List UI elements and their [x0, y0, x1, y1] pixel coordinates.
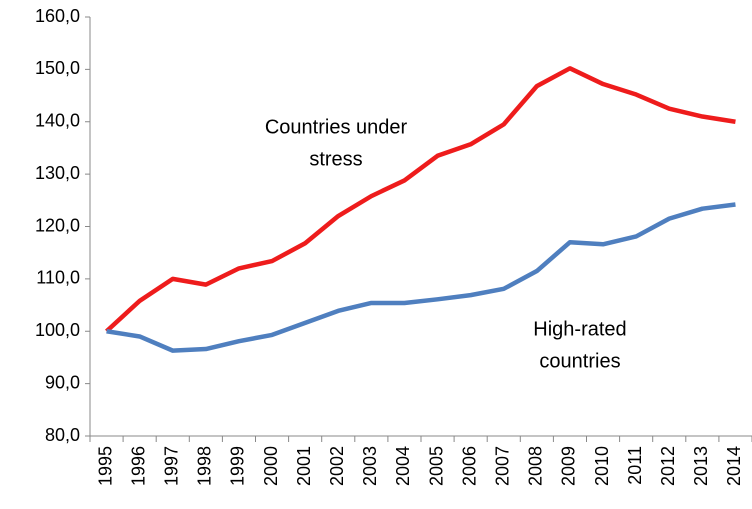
- y-tick-label: 150,0: [35, 58, 80, 78]
- x-tick-label: 2006: [459, 446, 479, 486]
- y-tick-label: 140,0: [35, 111, 80, 131]
- x-tick-label: 2014: [724, 446, 744, 486]
- x-tick-label: 2011: [625, 446, 645, 485]
- x-tick-label: 2001: [294, 446, 314, 486]
- x-tick-label: 2013: [691, 446, 711, 486]
- annotation: stress: [309, 148, 362, 170]
- y-tick-label: 160,0: [35, 6, 80, 26]
- annotation: Countries under: [265, 116, 408, 138]
- x-tick-label: 2010: [592, 446, 612, 486]
- x-tick-label: 2003: [360, 446, 380, 486]
- x-tick-label: 1998: [195, 446, 215, 486]
- y-tick-label: 90,0: [45, 372, 80, 392]
- x-tick-label: 2008: [526, 446, 546, 486]
- x-tick-label: 1996: [128, 446, 148, 486]
- series-line: [105, 66, 736, 333]
- x-tick-label: 2009: [559, 446, 579, 486]
- x-tick-label: 2007: [493, 446, 513, 486]
- y-tick-label: 110,0: [36, 268, 80, 288]
- x-tick-label: 2012: [658, 446, 678, 486]
- x-tick-label: 1999: [228, 446, 248, 486]
- x-tick-label: 2002: [327, 446, 347, 486]
- annotation: countries: [539, 350, 620, 372]
- x-tick-label: 2004: [393, 446, 413, 486]
- y-tick-label: 80,0: [45, 425, 80, 445]
- x-tick-label: 2000: [261, 446, 281, 486]
- y-tick-label: 130,0: [35, 163, 80, 183]
- x-tick-label: 1997: [162, 446, 182, 486]
- series-line: [106, 202, 736, 353]
- annotation: High-rated: [533, 318, 626, 340]
- y-tick-label: 120,0: [35, 215, 80, 235]
- y-tick-label: 100,0: [35, 320, 80, 340]
- x-tick-label: 1995: [95, 446, 115, 486]
- x-tick-label: 2005: [426, 446, 446, 486]
